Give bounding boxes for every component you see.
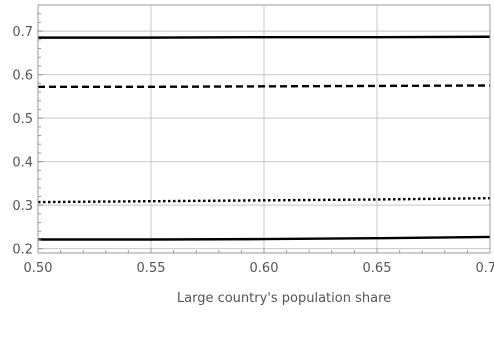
x-tick-label: 0.55 <box>137 261 166 276</box>
series-line-2-dashed <box>38 84 491 89</box>
y-tick-label: 0.4 <box>12 156 33 171</box>
series-line-3-dotted <box>37 196 491 204</box>
series-line-1-solid <box>38 35 491 39</box>
y-tick-label: 0.2 <box>12 243 33 258</box>
series-line-4-solid <box>38 235 491 241</box>
x-tick-label: 0.50 <box>24 261 53 276</box>
tick-marks <box>37 4 491 253</box>
series-layer <box>37 35 491 241</box>
y-tick-label: 0.6 <box>12 69 33 84</box>
y-axis-tick-labels: 0.2 0.3 0.4 0.5 0.6 0.7 <box>12 25 33 258</box>
y-tick-label: 0.5 <box>12 112 33 127</box>
y-tick-label: 0.3 <box>12 199 33 214</box>
x-axis-tick-labels: 0.50 0.55 0.60 0.65 0.70 <box>24 261 494 276</box>
x-tick-label: 0.60 <box>250 261 279 276</box>
grid <box>37 5 491 253</box>
x-tick-label: 0.70 <box>476 261 494 276</box>
x-tick-label: 0.65 <box>363 261 392 276</box>
y-tick-label: 0.7 <box>12 25 33 40</box>
x-axis-title: Large country's population share <box>177 291 391 306</box>
